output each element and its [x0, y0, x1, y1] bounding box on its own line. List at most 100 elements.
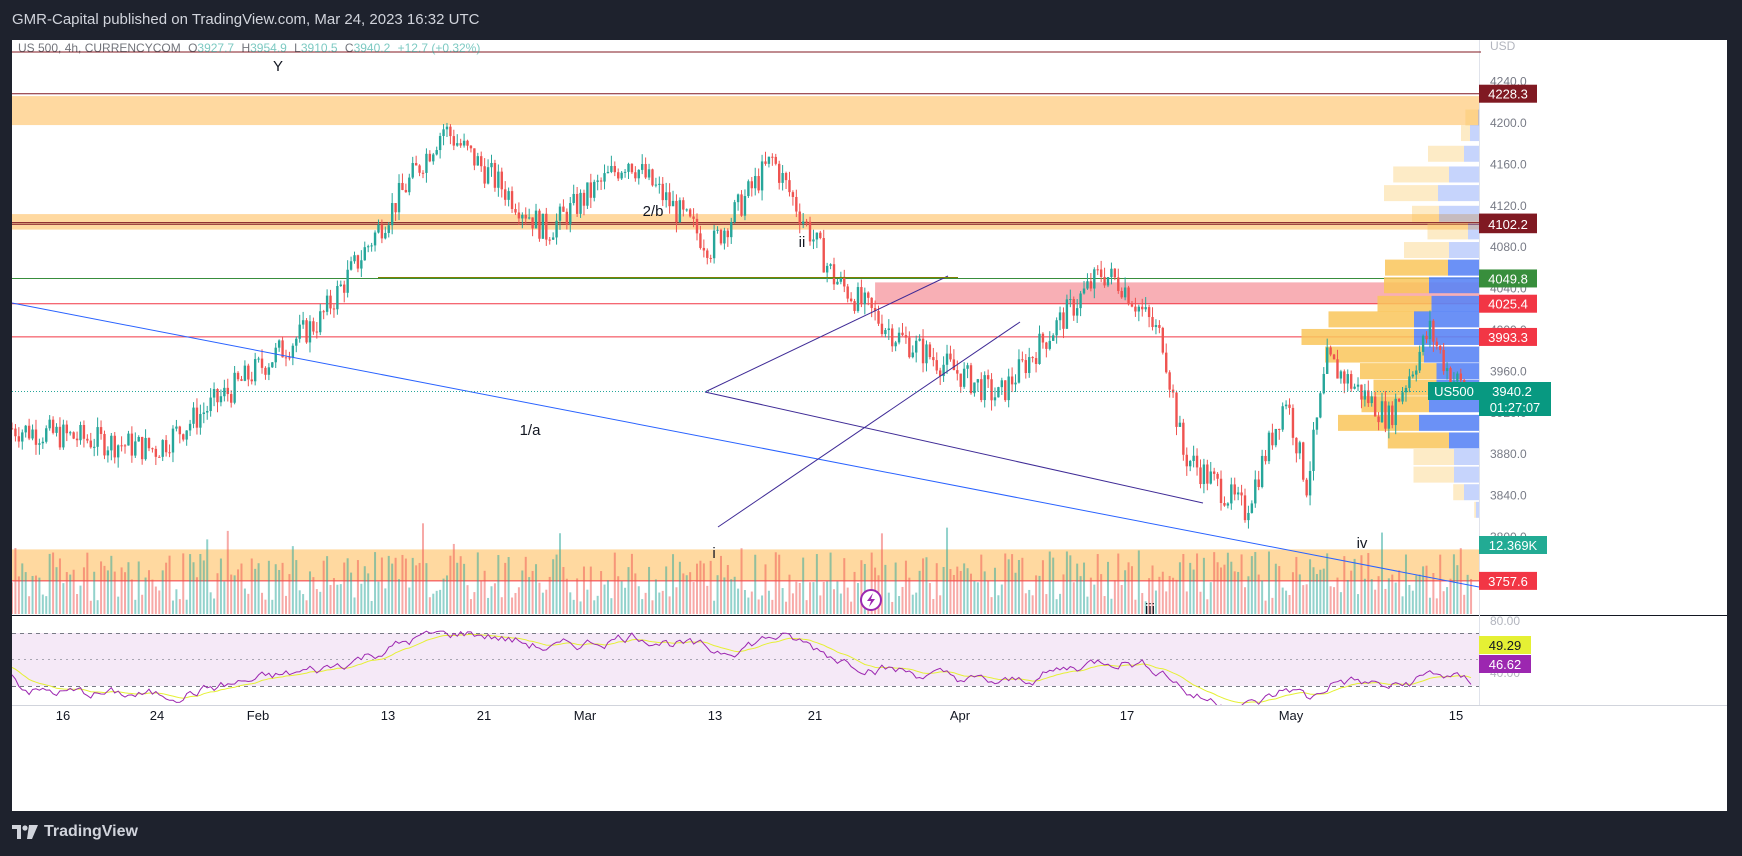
candle-body: [593, 181, 596, 198]
legend-close: 3940.2: [354, 41, 391, 55]
candle-body: [644, 164, 647, 178]
volume-bar: [127, 562, 130, 614]
volume-bar: [990, 597, 993, 614]
price-tick: 3880.0: [1490, 447, 1527, 461]
volume-bar: [445, 575, 448, 614]
candle-body: [599, 180, 603, 182]
candle-body: [620, 172, 623, 179]
trendline-blue[interactable]: [12, 302, 1479, 588]
last-price: 3940.2: [1492, 384, 1532, 399]
candle-body: [901, 332, 904, 336]
wave-labels: Y 2/b ii 1/a i iv iii: [273, 58, 1368, 618]
candle-body: [1024, 360, 1027, 374]
candle-body: [1418, 351, 1421, 371]
channel-line[interactable]: [704, 391, 1204, 504]
candle-body: [1257, 479, 1260, 487]
price-axis[interactable]: USD 4240.04200.04160.04120.04080.04040.0…: [1428, 39, 1551, 590]
candle-body: [1230, 484, 1233, 504]
candle-body: [1291, 407, 1295, 438]
volume-bar: [1312, 567, 1315, 614]
volume-bar: [1343, 556, 1346, 614]
volume-bar: [993, 567, 996, 614]
tradingview-logo[interactable]: TradingView: [12, 823, 138, 841]
wave-label-iii: iii: [1145, 601, 1155, 618]
volume-bar: [517, 587, 520, 614]
candle-body: [397, 182, 401, 213]
candle-body: [572, 193, 575, 204]
volume-bar: [788, 574, 791, 614]
volume-bar: [884, 564, 887, 614]
candle-body: [137, 436, 140, 442]
candle-body: [236, 372, 240, 380]
wedge-upper-line[interactable]: [704, 275, 949, 393]
volume-bar: [1470, 578, 1473, 614]
candle-body: [668, 192, 671, 207]
candle-body: [209, 397, 212, 412]
volume-bar: [65, 572, 68, 614]
volume-bar: [778, 554, 781, 614]
volume-bar: [171, 600, 174, 614]
svg-text:US 500, 4h, CURRENCYCOM: US 500, 4h, CURRENCYCOM O3927.7 H3954.9 …: [18, 41, 480, 55]
candle-body: [336, 286, 339, 310]
candle-body: [1397, 398, 1401, 402]
volume-bar: [696, 563, 698, 614]
drawings-layer[interactable]: [12, 275, 1479, 588]
volume-bar: [158, 590, 161, 614]
candle-body: [370, 245, 373, 247]
volume-bar: [617, 576, 620, 614]
candle-body: [226, 387, 229, 395]
wedge-lower-line[interactable]: [717, 321, 1021, 528]
volume-bar: [336, 584, 339, 614]
vp-row-value: [1464, 145, 1479, 162]
candle-body: [1308, 470, 1312, 496]
candle-body: [822, 238, 825, 273]
candle-body: [62, 424, 65, 448]
alert-lightning-icon[interactable]: [860, 589, 882, 611]
candle-body: [1175, 392, 1178, 427]
candle-body: [1267, 432, 1271, 462]
volume-bar: [38, 577, 41, 614]
volume-bar: [322, 560, 325, 614]
volume-bar: [733, 576, 736, 614]
candle-body: [377, 224, 380, 233]
candle-body: [486, 167, 490, 184]
volume-bar: [1322, 568, 1325, 614]
volume-bar: [213, 598, 216, 614]
volume-bar: [476, 552, 479, 614]
candle-body: [973, 382, 976, 394]
candle-body: [469, 145, 473, 149]
volume-bar: [1202, 557, 1205, 614]
candle-body: [414, 163, 418, 166]
volume-bar: [45, 596, 48, 614]
time-tick: 21: [477, 708, 491, 723]
volume-bar: [699, 560, 702, 614]
volume-bar: [1196, 553, 1199, 614]
time-axis[interactable]: 16 24 Feb 13 21 Mar 13 21 Apr 17 May 15: [56, 708, 1463, 723]
vp-row-volume: [1428, 145, 1464, 162]
candle-body: [1069, 299, 1072, 301]
candle-body: [1278, 428, 1281, 430]
volume-bar: [593, 600, 596, 614]
volume-bar: [110, 555, 113, 614]
volume-bar: [435, 590, 438, 614]
candle-body: [134, 441, 137, 456]
candle-body: [1281, 406, 1284, 430]
candle-body: [617, 172, 620, 179]
candle-body: [993, 397, 997, 401]
candle-body: [873, 307, 877, 311]
candle-body: [103, 433, 106, 456]
candle-body: [1445, 368, 1449, 372]
rsi-ma-line: [12, 633, 1472, 704]
candle-body: [267, 367, 271, 375]
candle-body: [31, 429, 34, 439]
candle-body: [1343, 371, 1346, 384]
volume-bar: [1350, 570, 1353, 614]
candle-body: [1411, 374, 1415, 377]
volume-bar: [843, 558, 846, 614]
volume-bar: [915, 592, 918, 614]
candle-body: [661, 183, 664, 201]
symbol-legend: US 500, 4h, CURRENCYCOM O3927.7 H3954.9 …: [18, 41, 480, 55]
volume-bar: [1178, 562, 1181, 614]
volume-bar: [709, 560, 712, 614]
